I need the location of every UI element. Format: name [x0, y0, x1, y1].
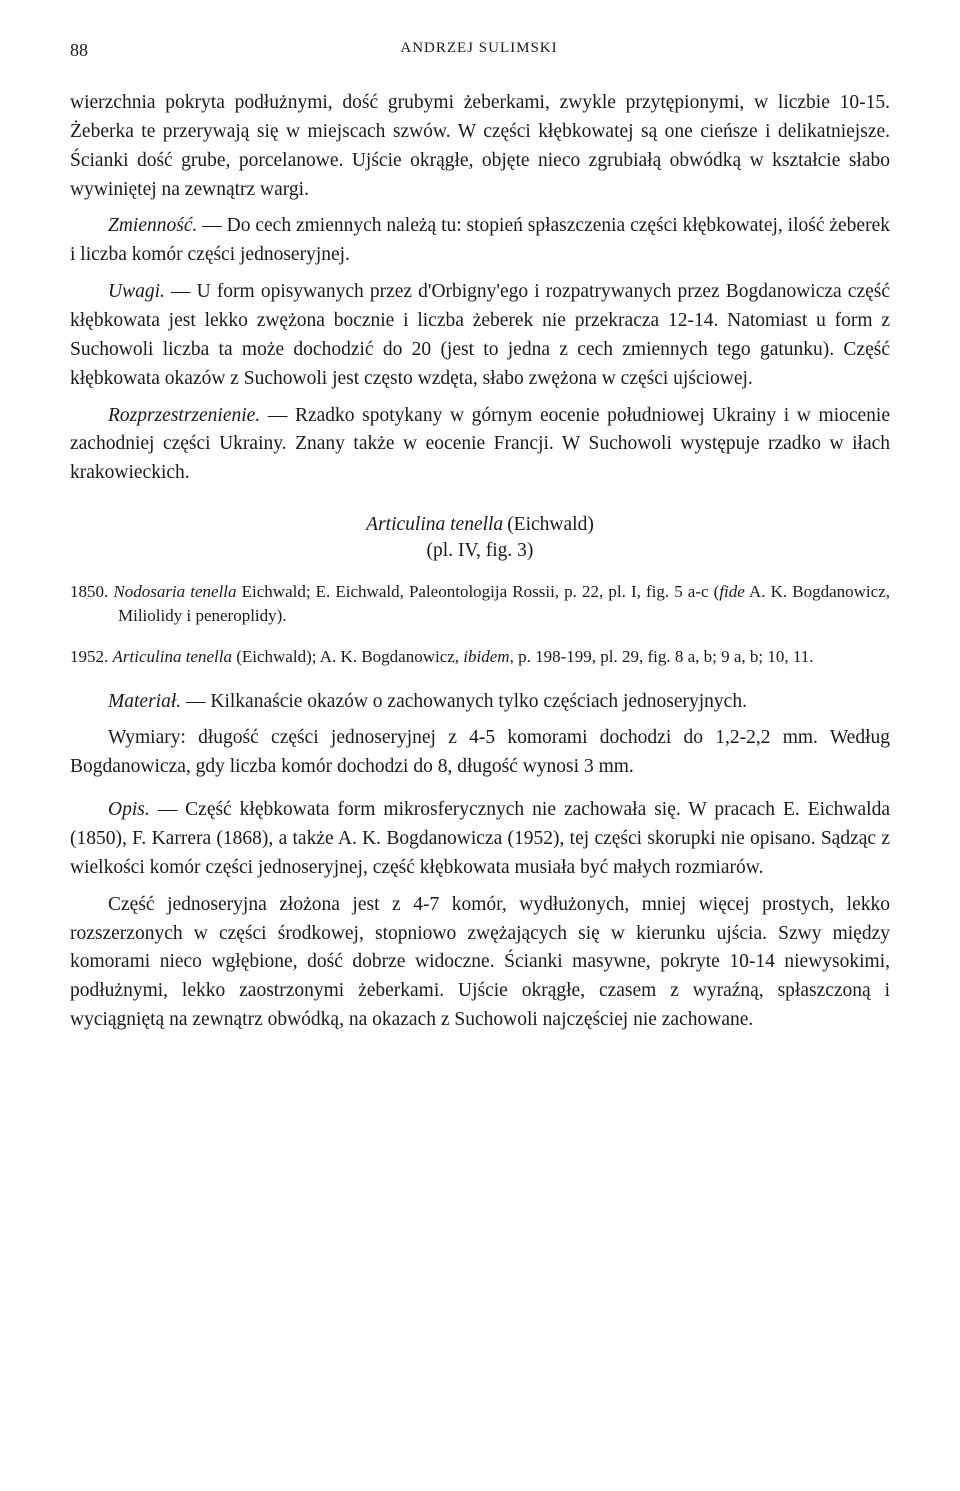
label-rozprzestrzenienie: Rozprzestrzenienie. — [108, 405, 260, 426]
page-number: 88 — [70, 40, 88, 61]
species-line: Articulina tenella (Eichwald) — [70, 514, 890, 536]
ref-fide: fide — [719, 582, 745, 601]
ref-year-1850: 1850. — [70, 582, 108, 601]
ref-species-1952: Articulina tenella — [113, 647, 232, 666]
running-header: 88 ANDRZEJ SULIMSKI — [70, 40, 890, 61]
paragraph-material: Materiał. — Kilkanaście okazów o zachowa… — [70, 688, 890, 717]
spacer — [70, 674, 890, 688]
ref-text-1952d: , p. 198-199, pl. 29, fig. 8 a, b; 9 a, … — [510, 647, 814, 666]
species-heading: Articulina tenella (Eichwald) (pl. IV, f… — [70, 514, 890, 562]
label-uwagi: Uwagi. — [108, 281, 165, 302]
plate-reference: (pl. IV, fig. 3) — [70, 540, 890, 562]
species-name: Articulina tenella — [366, 514, 503, 535]
reference-1850: 1850. Nodosaria tenella Eichwald; E. Eic… — [70, 580, 890, 628]
paragraph-rozprzestrzenienie: Rozprzestrzenienie. — Rzadko spotykany w… — [70, 402, 890, 489]
text-opis: — Część kłębkowata form mikrosferycznych… — [70, 799, 890, 878]
label-material: Materiał. — [108, 691, 181, 712]
label-zmiennosc: Zmienność. — [108, 215, 197, 236]
paragraph-wymiary: Wymiary: długość części jednoseryjnej z … — [70, 724, 890, 782]
header-spacer — [870, 40, 890, 61]
paragraph-opis: Opis. — Część kłębkowata form mikrosfery… — [70, 796, 890, 883]
paragraph-1: wierzchnia pokryta podłużnymi, dość grub… — [70, 89, 890, 204]
label-opis: Opis. — [108, 799, 150, 820]
reference-1952: 1952. Articulina tenella (Eichwald); A. … — [70, 645, 890, 669]
page: 88 ANDRZEJ SULIMSKI wierzchnia pokryta p… — [0, 0, 960, 1491]
text-uwagi: — U form opisywanych przez d'Orbigny'ego… — [70, 281, 890, 389]
ref-year-1952: 1952. — [70, 647, 108, 666]
species-author-text: (Eichwald) — [507, 514, 594, 535]
author-name: ANDRZEJ SULIMSKI — [88, 40, 870, 61]
text-material: — Kilkanaście okazów o zachowanych tylko… — [181, 691, 747, 712]
ref-text-1850b: Eichwald; E. Eichwald, Paleontologija Ro… — [237, 582, 720, 601]
ref-species-1850: Nodosaria tenella — [113, 582, 236, 601]
paragraph-zmiennosc: Zmienność. — Do cech zmiennych należą tu… — [70, 212, 890, 270]
ref-ibidem: ibidem — [463, 647, 509, 666]
paragraph-uwagi: Uwagi. — U form opisywanych przez d'Orbi… — [70, 278, 890, 393]
paragraph-czesc: Część jednoseryjna złożona jest z 4-7 ko… — [70, 891, 890, 1035]
ref-text-1952b: (Eichwald); A. K. Bogdanowicz, — [232, 647, 463, 666]
